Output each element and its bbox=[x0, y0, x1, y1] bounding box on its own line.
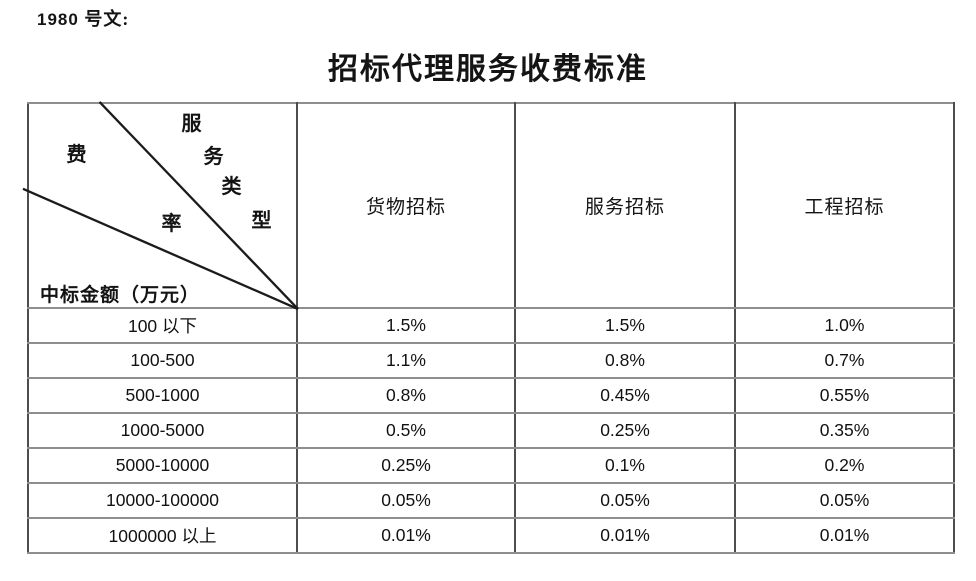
column-header-engineering: 工程招标 bbox=[734, 102, 955, 309]
rate-cell: 0.2% bbox=[734, 447, 955, 484]
rate-cell: 0.8% bbox=[514, 342, 736, 379]
table-corner-cell: 服 务 类 型 费 率 中标金额（万元） bbox=[22, 101, 299, 311]
table-row: 1000000 以上 0.01% 0.01% 0.01% bbox=[27, 517, 955, 554]
corner-amount-label: 中标金额（万元） bbox=[40, 285, 201, 306]
corner-col-axis-char: 型 bbox=[251, 210, 273, 232]
rate-cell: 0.05% bbox=[734, 482, 955, 519]
rate-cell: 0.7% bbox=[734, 342, 955, 379]
table-row: 10000-100000 0.05% 0.05% 0.05% bbox=[27, 482, 955, 519]
row-label: 100 以下 bbox=[27, 307, 298, 344]
rate-cell: 0.45% bbox=[514, 377, 736, 414]
rate-cell: 1.5% bbox=[514, 307, 736, 344]
fee-table: 服 务 类 型 费 率 中标金额（万元） 货物招标 服务招标 工程招标 100 … bbox=[22, 101, 955, 554]
rate-cell: 0.01% bbox=[514, 517, 736, 554]
rate-cell: 0.55% bbox=[734, 377, 955, 414]
row-label: 500-1000 bbox=[27, 377, 298, 414]
rate-cell: 1.5% bbox=[296, 307, 516, 344]
row-label: 5000-10000 bbox=[27, 447, 298, 484]
table-row: 100-500 1.1% 0.8% 0.7% bbox=[27, 342, 955, 379]
rate-cell: 0.5% bbox=[296, 412, 516, 449]
rate-cell: 1.0% bbox=[734, 307, 955, 344]
rate-cell: 0.8% bbox=[296, 377, 516, 414]
row-label: 100-500 bbox=[27, 342, 298, 379]
table-row: 1000-5000 0.5% 0.25% 0.35% bbox=[27, 412, 955, 449]
diagonal-divider-lines bbox=[22, 101, 299, 311]
doc-reference-suffix: 号文: bbox=[78, 9, 130, 29]
table-row: 500-1000 0.8% 0.45% 0.55% bbox=[27, 377, 955, 414]
table-row: 100 以下 1.5% 1.5% 1.0% bbox=[27, 307, 955, 344]
rate-cell: 0.05% bbox=[514, 482, 736, 519]
doc-reference-number: 1980 bbox=[37, 10, 79, 29]
rate-cell: 1.1% bbox=[296, 342, 516, 379]
rate-cell: 0.25% bbox=[514, 412, 736, 449]
column-header-goods: 货物招标 bbox=[296, 102, 516, 309]
corner-col-axis-char: 务 bbox=[203, 146, 225, 168]
rate-cell: 0.1% bbox=[514, 447, 736, 484]
corner-col-axis-char: 服 bbox=[181, 113, 203, 135]
rate-cell: 0.05% bbox=[296, 482, 516, 519]
table-row: 5000-10000 0.25% 0.1% 0.2% bbox=[27, 447, 955, 484]
page-title: 招标代理服务收费标准 bbox=[328, 53, 648, 86]
row-label: 10000-100000 bbox=[27, 482, 298, 519]
corner-row-axis-char: 率 bbox=[161, 213, 183, 235]
column-header-services: 服务招标 bbox=[514, 102, 736, 309]
doc-reference: 1980 号文: bbox=[37, 5, 129, 31]
rate-cell: 0.25% bbox=[296, 447, 516, 484]
corner-row-axis-char: 费 bbox=[66, 144, 88, 166]
rate-cell: 0.35% bbox=[734, 412, 955, 449]
row-label: 1000-5000 bbox=[27, 412, 298, 449]
rate-cell: 0.01% bbox=[734, 517, 955, 554]
table-header-row: 服 务 类 型 费 率 中标金额（万元） 货物招标 服务招标 工程招标 bbox=[22, 101, 955, 311]
row-label: 1000000 以上 bbox=[27, 517, 298, 554]
rate-cell: 0.01% bbox=[296, 517, 516, 554]
corner-col-axis-char: 类 bbox=[221, 176, 243, 198]
